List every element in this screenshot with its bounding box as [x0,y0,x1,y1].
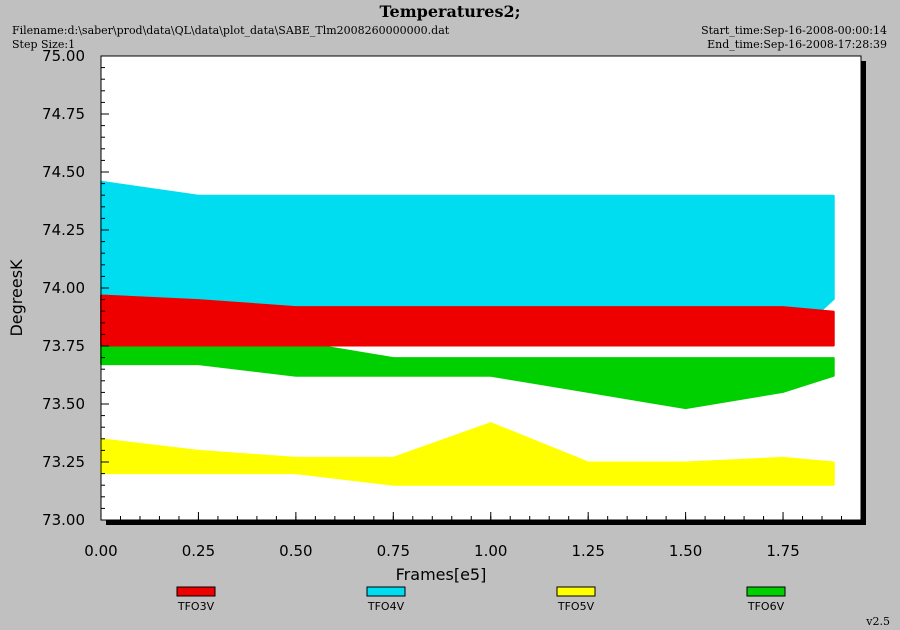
x-tick-label: 1.00 [474,542,507,560]
x-axis-title: Frames[e5] [396,565,487,584]
y-tick-label: 74.25 [42,221,85,239]
x-tick-label: 0.25 [182,542,215,560]
series-tfo3v [100,294,835,347]
x-tick-label: 1.50 [669,542,702,560]
end-time-label: End_time:Sep-16-2008-17:28:39 [707,38,887,51]
x-tick-label: 0.75 [377,542,410,560]
y-tick-label: 74.75 [42,105,85,123]
x-tick-label: 1.75 [766,542,799,560]
legend-swatch [366,586,406,597]
y-tick-label: 74.00 [42,279,85,297]
y-tick-label: 73.75 [42,337,85,355]
y-axis-title: DegreesK [7,259,26,337]
y-tick-label: 73.00 [42,511,85,529]
step-size-label: Step Size:1 [12,38,76,51]
legend-label: TFO3V [177,600,215,613]
time-info: Start_time:Sep-16-2008-00:00:14 End_time… [701,24,887,52]
legend-item-tfo4v: TFO4V [366,586,406,613]
series-layer [100,180,835,486]
start-time-label: Start_time:Sep-16-2008-00:00:14 [701,24,887,37]
legend-label: TFO6V [747,600,785,613]
file-info: Filename:d:\saber\prod\data\QL\data\plot… [12,24,449,52]
legend-item-tfo3v: TFO3V [176,586,216,613]
x-tick-label: 0.50 [279,542,312,560]
legend-label: TFO4V [367,600,405,613]
series-tfo4v [100,180,835,347]
legend-item-tfo5v: TFO5V [556,586,596,613]
y-tick-label: 73.50 [42,395,85,413]
y-tick-label: 73.25 [42,453,85,471]
filename-label: Filename:d:\saber\prod\data\QL\data\plot… [12,24,450,37]
x-tick-label: 1.25 [571,542,604,560]
legend-item-tfo6v: TFO6V [746,586,786,613]
version-label: v2.5 [866,615,890,628]
legend-swatch [746,586,786,597]
x-tick-label: 0.00 [84,542,117,560]
legend-swatch [556,586,596,597]
legend: TFO3V TFO4V TFO5V TFO6V [176,586,786,613]
y-tick-label: 75.00 [42,47,85,65]
legend-label: TFO5V [557,600,595,613]
y-tick-label: 74.50 [42,163,85,181]
chart-title: Temperatures2; [379,2,521,21]
legend-swatch [176,586,216,597]
axes-layer: 73.00 73.25 73.50 73.75 74.00 74.25 74.50 74.75… [7,47,862,584]
